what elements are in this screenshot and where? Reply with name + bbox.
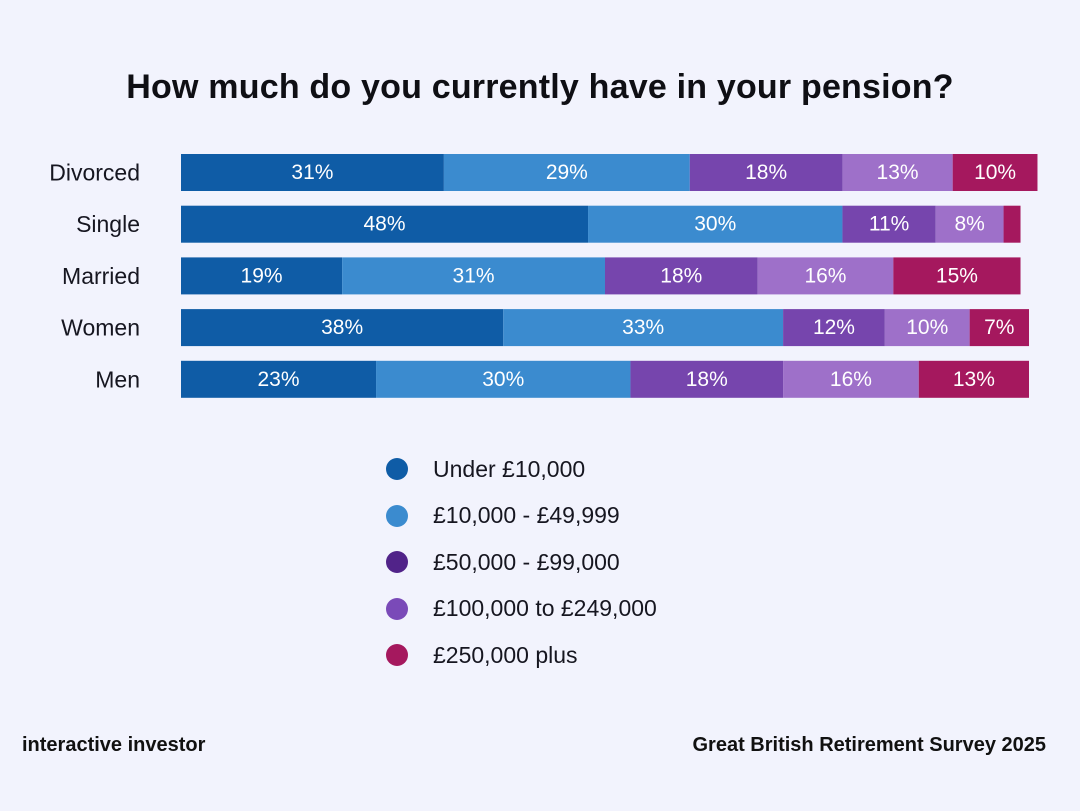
legend-label: £10,000 - £49,999 (433, 502, 620, 529)
legend-swatch-icon (386, 597, 408, 620)
stacked-bar-chart: Divorced 31% 29% 18% 13% 10% Single 48% 30% 11% 8%… (49, 154, 1038, 398)
category-label: Men (95, 366, 140, 392)
data-label: 16% (804, 264, 846, 287)
data-label: 16% (830, 368, 872, 391)
data-label: 48% (364, 213, 406, 236)
legend-item: £50,000 - £99,000 (386, 539, 657, 586)
data-label: 33% (622, 316, 664, 339)
data-label: 23% (258, 368, 300, 391)
data-label: 31% (453, 264, 495, 287)
bar-segment (342, 257, 605, 295)
bar-segment (443, 154, 690, 191)
bar-segment (952, 154, 1038, 191)
bar-segment (842, 154, 953, 191)
source-note: Great British Retirement Survey 2025 (692, 734, 1047, 756)
data-label: 13% (877, 161, 919, 184)
legend-item: £100,000 to £249,000 (386, 586, 657, 633)
data-label: 18% (660, 264, 702, 287)
legend-swatch-icon (386, 644, 408, 667)
data-label: 7% (984, 316, 1014, 339)
legend-label: £50,000 - £99,000 (433, 548, 620, 575)
bar-segment (969, 309, 1029, 347)
data-label: 30% (482, 368, 524, 391)
data-label: 15% (936, 264, 978, 287)
legend-swatch-icon (386, 458, 408, 481)
legend-swatch-icon (386, 504, 408, 527)
data-label: 11% (869, 213, 909, 236)
bar-segment (918, 360, 1029, 398)
bar-segment (181, 257, 343, 295)
legend-item: £10,000 - £49,999 (386, 493, 657, 540)
bar-segment (605, 257, 758, 295)
legend-label: £250,000 plus (433, 641, 578, 668)
bar-segment (783, 360, 919, 398)
category-label: Women (61, 315, 140, 341)
data-label: 13% (953, 368, 995, 391)
bar-segment (181, 309, 504, 347)
bar-segment (503, 309, 784, 347)
brand-name: interactive investor (22, 734, 206, 756)
bar-segment (588, 205, 843, 243)
bar-segment (842, 205, 936, 243)
bar-segment (935, 205, 1004, 243)
bar-segment (757, 257, 894, 295)
bar-segment (783, 309, 885, 347)
legend-swatch-icon (386, 551, 408, 574)
legend-item: £250,000 plus (386, 632, 657, 679)
data-label: 8% (954, 213, 984, 236)
chart-title: How much do you currently have in your p… (126, 68, 954, 106)
bar-segment (893, 257, 1021, 295)
data-label: 30% (694, 213, 736, 236)
bar-segment (181, 154, 444, 191)
category-label: Single (76, 211, 140, 237)
data-label: 18% (745, 161, 787, 184)
data-label: 10% (906, 316, 948, 339)
bar-segment (1003, 205, 1021, 243)
data-label: 10% (974, 161, 1016, 184)
bar-segment (376, 360, 631, 398)
category-label: Married (62, 263, 140, 289)
legend-label: £100,000 to £249,000 (433, 595, 657, 622)
data-label: 18% (686, 368, 728, 391)
legend: Under £10,000 £10,000 - £49,999 £50,000 … (386, 446, 657, 679)
data-label: 19% (241, 264, 283, 287)
data-label: 12% (813, 316, 855, 339)
data-label: 29% (546, 161, 588, 184)
legend-item: Under £10,000 (386, 446, 657, 493)
category-label: Divorced (49, 160, 140, 186)
bar-segment (181, 360, 377, 398)
bar-segment (181, 205, 589, 243)
legend-label: Under £10,000 (433, 455, 586, 482)
bar-segment (689, 154, 843, 191)
bar-segment (630, 360, 784, 398)
data-label: 38% (321, 316, 363, 339)
bar-segment (884, 309, 970, 347)
data-label: 31% (291, 161, 333, 184)
